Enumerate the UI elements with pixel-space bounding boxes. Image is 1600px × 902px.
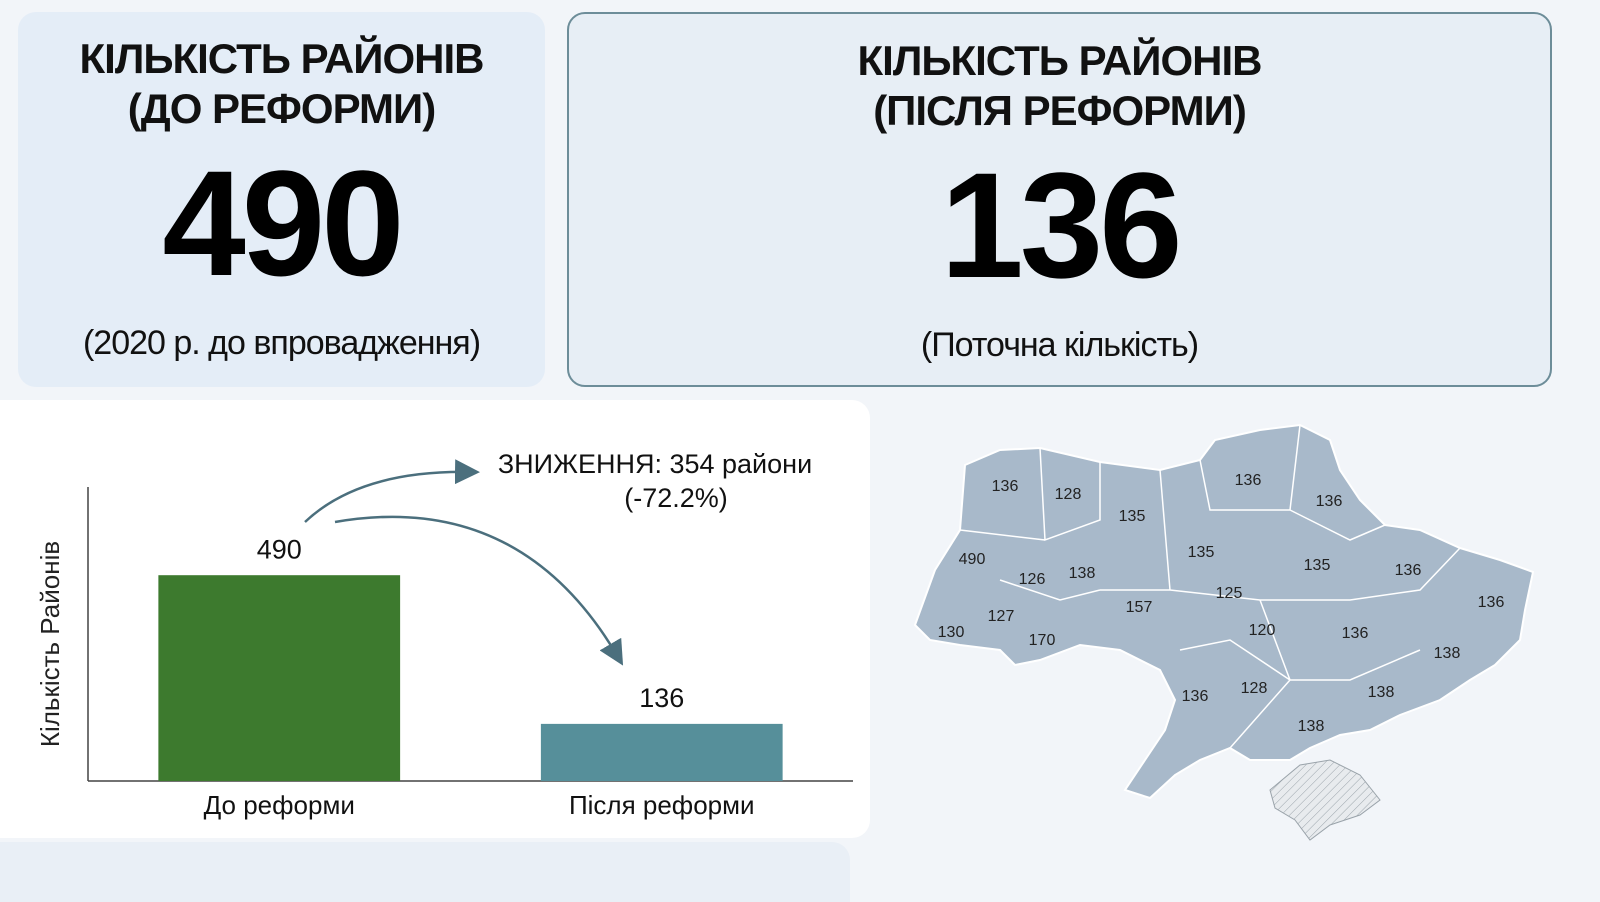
map-outline xyxy=(913,423,1535,800)
y-axis-label: Кількість Районів xyxy=(35,541,65,747)
map-label: 128 xyxy=(1055,486,1082,503)
x-tick-label: До реформи xyxy=(204,790,355,820)
map-label: 127 xyxy=(988,608,1015,625)
map-label: 136 xyxy=(1395,562,1422,579)
x-tick-label: Після реформи xyxy=(569,790,755,820)
map-label: 128 xyxy=(1241,680,1268,697)
map-label: 125 xyxy=(1216,585,1243,602)
map-label: 120 xyxy=(1249,622,1276,639)
bottom-panel xyxy=(0,842,850,902)
map-label: 138 xyxy=(1368,684,1395,701)
value-label: 490 xyxy=(257,534,302,564)
map-label: 170 xyxy=(1029,632,1056,649)
map-label: 135 xyxy=(1304,557,1331,574)
value-label: 136 xyxy=(639,683,684,713)
map-label: 138 xyxy=(1069,565,1096,582)
map-label: 136 xyxy=(992,478,1019,495)
annotation: ЗНИЖЕННЯ: 354 райони xyxy=(498,449,812,479)
map-label: 135 xyxy=(1119,508,1146,525)
map-label: 136 xyxy=(1316,493,1343,510)
card-title: КІЛЬКІСТЬ РАЙОНІВ xyxy=(79,35,485,82)
card-number: 136 xyxy=(940,141,1182,309)
stat-card: КІЛЬКІСТЬ РАЙОНІВ (ДО РЕФОРМИ) 490 (2020… xyxy=(18,12,545,387)
map-borders xyxy=(959,424,1461,749)
arrow xyxy=(304,459,480,523)
card-number: 490 xyxy=(162,139,404,307)
map-label: 136 xyxy=(1235,472,1262,489)
arrow xyxy=(334,515,624,666)
stat-card: КІЛЬКІСТЬ РАЙОНІВ (ПІСЛЯ РЕФОРМИ) 136 (П… xyxy=(567,12,1552,387)
card-title: КІЛЬКІСТЬ РАЙОНІВ xyxy=(857,37,1263,84)
card-title: (ПІСЛЯ РЕФОРМИ) xyxy=(873,87,1247,134)
map-label: 138 xyxy=(1434,645,1461,662)
map-label: 126 xyxy=(1019,571,1046,588)
map-label: 490 xyxy=(959,551,986,568)
map-label: 138 xyxy=(1298,718,1325,735)
map-label: 130 xyxy=(938,624,965,641)
card-note: (Поточна кількість) xyxy=(920,326,1199,364)
map-label: 136 xyxy=(1478,594,1505,611)
map-label: 157 xyxy=(1126,599,1153,616)
crimea xyxy=(1269,759,1381,841)
bar xyxy=(540,723,783,781)
map-label: 136 xyxy=(1182,688,1209,705)
map-label: 136 xyxy=(1342,625,1369,642)
card-note: (2020 р. до впровадження) xyxy=(82,324,481,362)
map-label: 135 xyxy=(1188,544,1215,561)
annotation: (-72.2%) xyxy=(624,483,728,513)
bar xyxy=(158,575,401,781)
card-title: (ДО РЕФОРМИ) xyxy=(127,85,436,132)
